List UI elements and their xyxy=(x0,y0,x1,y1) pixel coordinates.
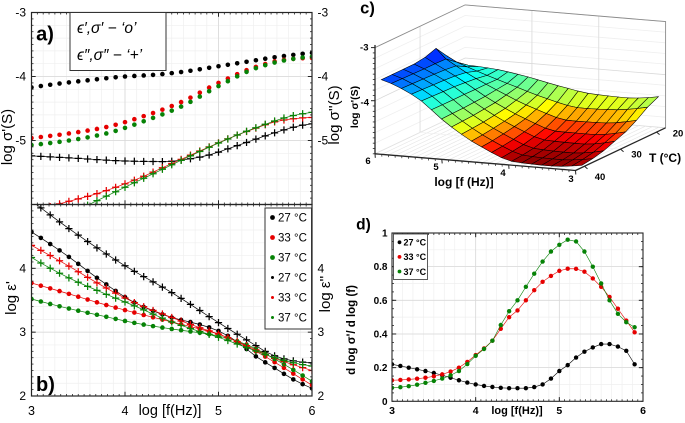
svg-text:T (°C): T (°C) xyxy=(649,151,681,165)
svg-text:log σ''(S): log σ''(S) xyxy=(326,85,343,144)
svg-text:1: 1 xyxy=(382,229,388,240)
svg-text:3: 3 xyxy=(19,325,26,339)
svg-text:3: 3 xyxy=(28,404,35,418)
svg-text:b): b) xyxy=(36,374,55,396)
svg-text:-5: -5 xyxy=(15,134,26,148)
svg-text:33 °C: 33 °C xyxy=(404,252,427,262)
svg-text:0.2: 0.2 xyxy=(374,363,388,374)
svg-text:2: 2 xyxy=(19,389,26,403)
svg-text:log ε': log ε' xyxy=(3,281,20,315)
svg-text:20: 20 xyxy=(673,129,684,140)
svg-text:0: 0 xyxy=(382,397,388,408)
svg-text:-4: -4 xyxy=(318,70,329,84)
svg-text:-3: -3 xyxy=(15,6,26,20)
svg-text:log [f(Hz)]: log [f(Hz)] xyxy=(491,405,543,417)
svg-text:0.4: 0.4 xyxy=(374,330,388,341)
svg-text:0.6: 0.6 xyxy=(374,296,388,307)
svg-text:2: 2 xyxy=(318,389,325,403)
svg-text:4: 4 xyxy=(19,261,26,275)
svg-text:5: 5 xyxy=(556,405,562,417)
svg-text:log σ'(S): log σ'(S) xyxy=(349,86,361,128)
svg-text:27 °C: 27 °C xyxy=(404,238,427,248)
svg-text:37 °C: 37 °C xyxy=(278,313,307,325)
svg-text:-3: -3 xyxy=(318,6,329,20)
svg-text:3: 3 xyxy=(318,325,325,339)
svg-text:4: 4 xyxy=(318,261,325,275)
svg-text:37 °C: 37 °C xyxy=(278,253,307,265)
svg-text:d log σ'/ d log (f): d log σ'/ d log (f) xyxy=(346,285,358,375)
svg-text:37 °C: 37 °C xyxy=(404,267,427,277)
svg-text:5: 5 xyxy=(433,162,439,173)
svg-text:0.8: 0.8 xyxy=(374,262,388,273)
svg-text:30: 30 xyxy=(631,150,642,161)
svg-text:40: 40 xyxy=(595,172,606,183)
svg-text:27 °C: 27 °C xyxy=(278,213,307,225)
svg-text:33 °C: 33 °C xyxy=(278,233,307,245)
svg-text:log [f(Hz)]: log [f(Hz)] xyxy=(139,403,202,419)
svg-text:4: 4 xyxy=(500,168,506,179)
svg-text:log ε'': log ε'' xyxy=(317,276,334,313)
svg-text:3: 3 xyxy=(568,174,573,185)
svg-text:33 °C: 33 °C xyxy=(278,293,307,305)
svg-text:5: 5 xyxy=(215,404,222,418)
svg-text:-4: -4 xyxy=(15,70,26,84)
svg-text:ϵ′,σ′ − ‘o’: ϵ′,σ′ − ‘o’ xyxy=(77,20,137,37)
svg-text:6: 6 xyxy=(640,405,646,417)
svg-text:4: 4 xyxy=(473,405,479,417)
svg-text:log [f (Hz)]: log [f (Hz)] xyxy=(434,175,493,189)
svg-text:3: 3 xyxy=(389,405,395,417)
svg-text:ϵ″,σ″ − ‘+’: ϵ″,σ″ − ‘+’ xyxy=(77,47,143,64)
svg-text:c): c) xyxy=(360,0,375,18)
svg-text:6: 6 xyxy=(309,404,316,418)
svg-text:-3: -3 xyxy=(360,43,368,54)
svg-text:-4: -4 xyxy=(361,97,370,108)
svg-text:6: 6 xyxy=(365,156,370,167)
svg-text:log σ'(S): log σ'(S) xyxy=(0,109,16,165)
svg-text:4: 4 xyxy=(122,404,129,418)
svg-text:d): d) xyxy=(356,217,371,234)
svg-text:-5: -5 xyxy=(318,134,329,148)
svg-text:a): a) xyxy=(36,24,54,46)
svg-text:27 °C: 27 °C xyxy=(278,273,307,285)
